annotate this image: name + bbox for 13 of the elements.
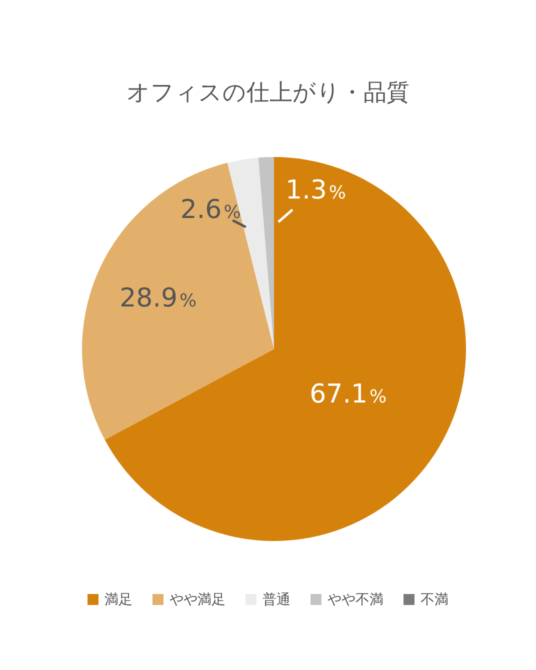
data-label: 28.9% [120, 284, 197, 314]
pie-slice [258, 157, 274, 349]
legend-label: 普通 [262, 591, 290, 608]
pie-slice [82, 162, 274, 440]
data-label: 1.3% [286, 175, 346, 206]
data-label: 2.6% [180, 195, 241, 226]
legend-label: やや不満 [328, 592, 384, 608]
legend-label: 不満 [420, 592, 448, 608]
legend-label: やや満足 [170, 592, 226, 608]
legend-label: 満足 [104, 592, 132, 608]
pie-slice [104, 157, 466, 541]
data-label: 67.1% [310, 379, 387, 410]
chart-title: オフィスの仕上がり・品質 [126, 80, 410, 106]
